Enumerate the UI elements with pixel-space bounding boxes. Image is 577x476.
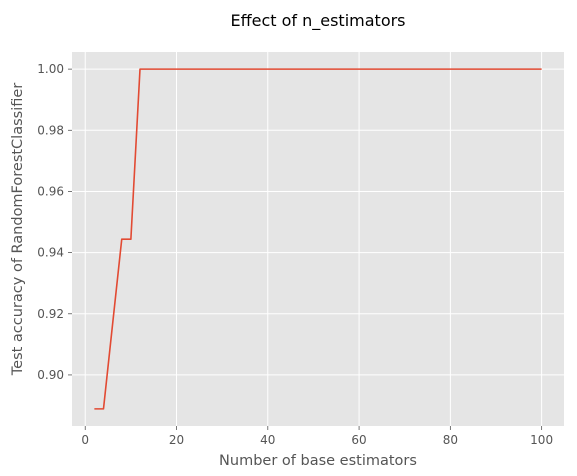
y-tick-label: 0.90 xyxy=(37,368,64,382)
x-tick-label: 100 xyxy=(530,433,553,447)
y-tick-label: 0.92 xyxy=(37,307,64,321)
x-tick-label: 40 xyxy=(260,433,275,447)
x-tick-label: 0 xyxy=(81,433,89,447)
data-series xyxy=(94,68,542,410)
axis-ticks: 0 20 40 60 80 100 0.90 0.92 0.94 0.96 0.98 1.00 xyxy=(37,62,553,447)
y-tick-label: 0.98 xyxy=(37,123,64,137)
y-axis-label: Test accuracy of RandomForestClassifier xyxy=(10,83,26,377)
x-tick-label: 80 xyxy=(443,433,458,447)
x-tick-label: 20 xyxy=(169,433,184,447)
y-tick-label: 0.94 xyxy=(37,246,64,260)
y-tick-label: 1.00 xyxy=(37,62,64,76)
x-tick-label: 60 xyxy=(351,433,366,447)
y-tick-label: 0.96 xyxy=(37,184,64,198)
x-axis-label: Number of base estimators xyxy=(219,453,417,469)
chart-title: Effect of n_estimators xyxy=(230,11,405,31)
plot-area xyxy=(72,52,564,426)
series-line xyxy=(94,68,542,410)
